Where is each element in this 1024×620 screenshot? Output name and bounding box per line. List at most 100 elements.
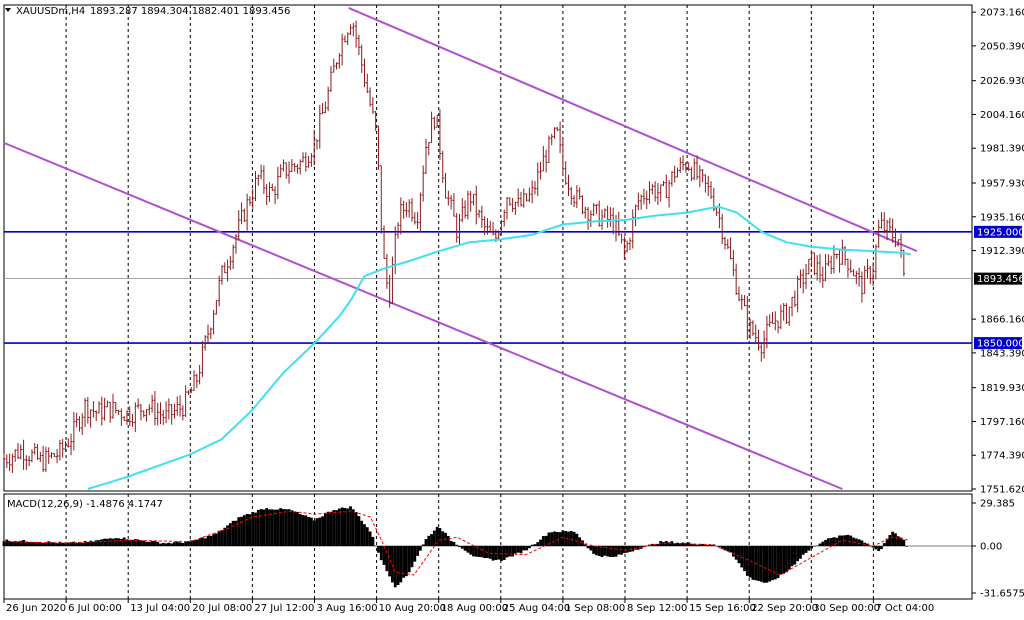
y-tick-label: 1866.160 <box>980 315 1024 326</box>
macd-bar <box>902 539 906 546</box>
macd-bar <box>363 524 366 546</box>
macd-bar <box>522 546 526 551</box>
macd-bar <box>399 546 403 583</box>
price-pane[interactable] <box>2 6 972 490</box>
macd-bar <box>139 540 143 546</box>
macd-bar <box>161 542 165 546</box>
macd-bar <box>276 509 280 546</box>
macd-bar <box>181 542 185 546</box>
macd-bar <box>33 542 37 546</box>
macd-bar <box>592 546 596 554</box>
macd-bar <box>905 546 909 547</box>
macd-bar <box>569 531 573 546</box>
macd-bar <box>824 539 827 546</box>
macd-bar <box>650 543 654 546</box>
current-price-tag <box>974 272 1022 285</box>
macd-bar <box>603 546 607 556</box>
macd-bar <box>178 542 182 546</box>
macd-bar <box>206 535 210 546</box>
axes: 26 Jun 2020 6 Jul 00:00 13 Jul 04:00 20 Jul… <box>3 8 1024 614</box>
macd-bar <box>539 539 542 546</box>
macd-bar <box>670 541 674 546</box>
macd-bar <box>838 535 841 546</box>
x-tick-label: 20 Jul 08:00 <box>192 603 252 614</box>
macd-bar <box>142 540 146 546</box>
macd-bar <box>187 541 190 546</box>
macd-bar <box>30 542 34 546</box>
macd-bar <box>804 546 808 553</box>
macd-bar <box>768 546 772 582</box>
macd-bar <box>192 540 196 546</box>
macd-bar <box>740 546 744 568</box>
macd-bar <box>555 532 559 546</box>
macd-bar <box>866 543 869 546</box>
macd-bar <box>382 546 386 565</box>
macd-bar <box>55 543 59 546</box>
macd-bar <box>561 530 565 546</box>
macd-bar <box>326 511 330 546</box>
macd-bar <box>877 546 881 551</box>
macd-bar <box>38 542 42 546</box>
trendline[interactable] <box>3 141 843 490</box>
macd-bar <box>5 539 9 546</box>
macd-bar <box>695 544 699 546</box>
macd-bar <box>625 546 629 553</box>
macd-bar <box>136 539 140 546</box>
macd-bar <box>337 508 341 546</box>
symbol-menu-icon[interactable] <box>5 8 11 12</box>
macd-bar <box>220 530 224 546</box>
macd-bar <box>773 546 777 580</box>
macd-bar <box>385 546 389 572</box>
macd-bar <box>469 546 473 555</box>
x-tick-label: 26 Jun 2020 <box>6 603 66 614</box>
macd-bar <box>237 517 241 546</box>
macd-bar <box>284 509 288 546</box>
macd-bar <box>589 546 593 551</box>
macd-bar <box>463 546 467 551</box>
macd-bar <box>282 509 285 546</box>
macd-bar <box>684 543 688 546</box>
macd-bar <box>826 538 830 546</box>
macd-bar <box>368 531 372 546</box>
macd-bar <box>265 508 269 546</box>
macd-bar <box>432 530 436 546</box>
macd-bar <box>312 520 316 546</box>
y-tick-label: 1843.390 <box>980 348 1024 359</box>
macd-bar <box>899 537 903 546</box>
macd-bar <box>653 544 657 546</box>
macd-bar <box>430 534 433 546</box>
macd-bar <box>575 533 579 546</box>
macd-bar <box>256 509 260 546</box>
macd-bar <box>41 542 45 546</box>
macd-bar <box>854 538 858 546</box>
macd-bar <box>217 530 221 546</box>
macd-bar <box>343 508 347 546</box>
y-tick-label: 1819.930 <box>980 383 1024 394</box>
moving-average-line[interactable] <box>87 205 911 490</box>
macd-bar <box>726 546 730 552</box>
macd-bar <box>402 546 406 578</box>
x-tick-label: 8 Sep 12:00 <box>627 603 687 614</box>
x-tick-label: 22 Sep 20:00 <box>751 603 818 614</box>
macd-bar <box>371 536 375 546</box>
macd-bar <box>622 546 626 554</box>
macd-bar <box>527 546 531 549</box>
macd-bar <box>636 546 640 550</box>
macd-bar <box>156 541 160 546</box>
macd-bar <box>346 508 350 546</box>
macd-bar <box>318 517 322 546</box>
macd-bar <box>449 540 453 546</box>
macd-bar <box>701 543 705 546</box>
macd-bar <box>600 546 604 558</box>
macd-bar <box>410 546 414 568</box>
macd-bar <box>164 543 168 546</box>
macd-bar <box>516 546 520 553</box>
macd-bar <box>698 544 702 546</box>
macd-pane[interactable]: MACD(12,26,9) -1.4876 4.1747 <box>2 499 972 588</box>
macd-bar <box>159 543 162 546</box>
macd-bar <box>656 543 660 546</box>
macd-bar <box>44 542 48 546</box>
trendline[interactable] <box>348 6 918 253</box>
